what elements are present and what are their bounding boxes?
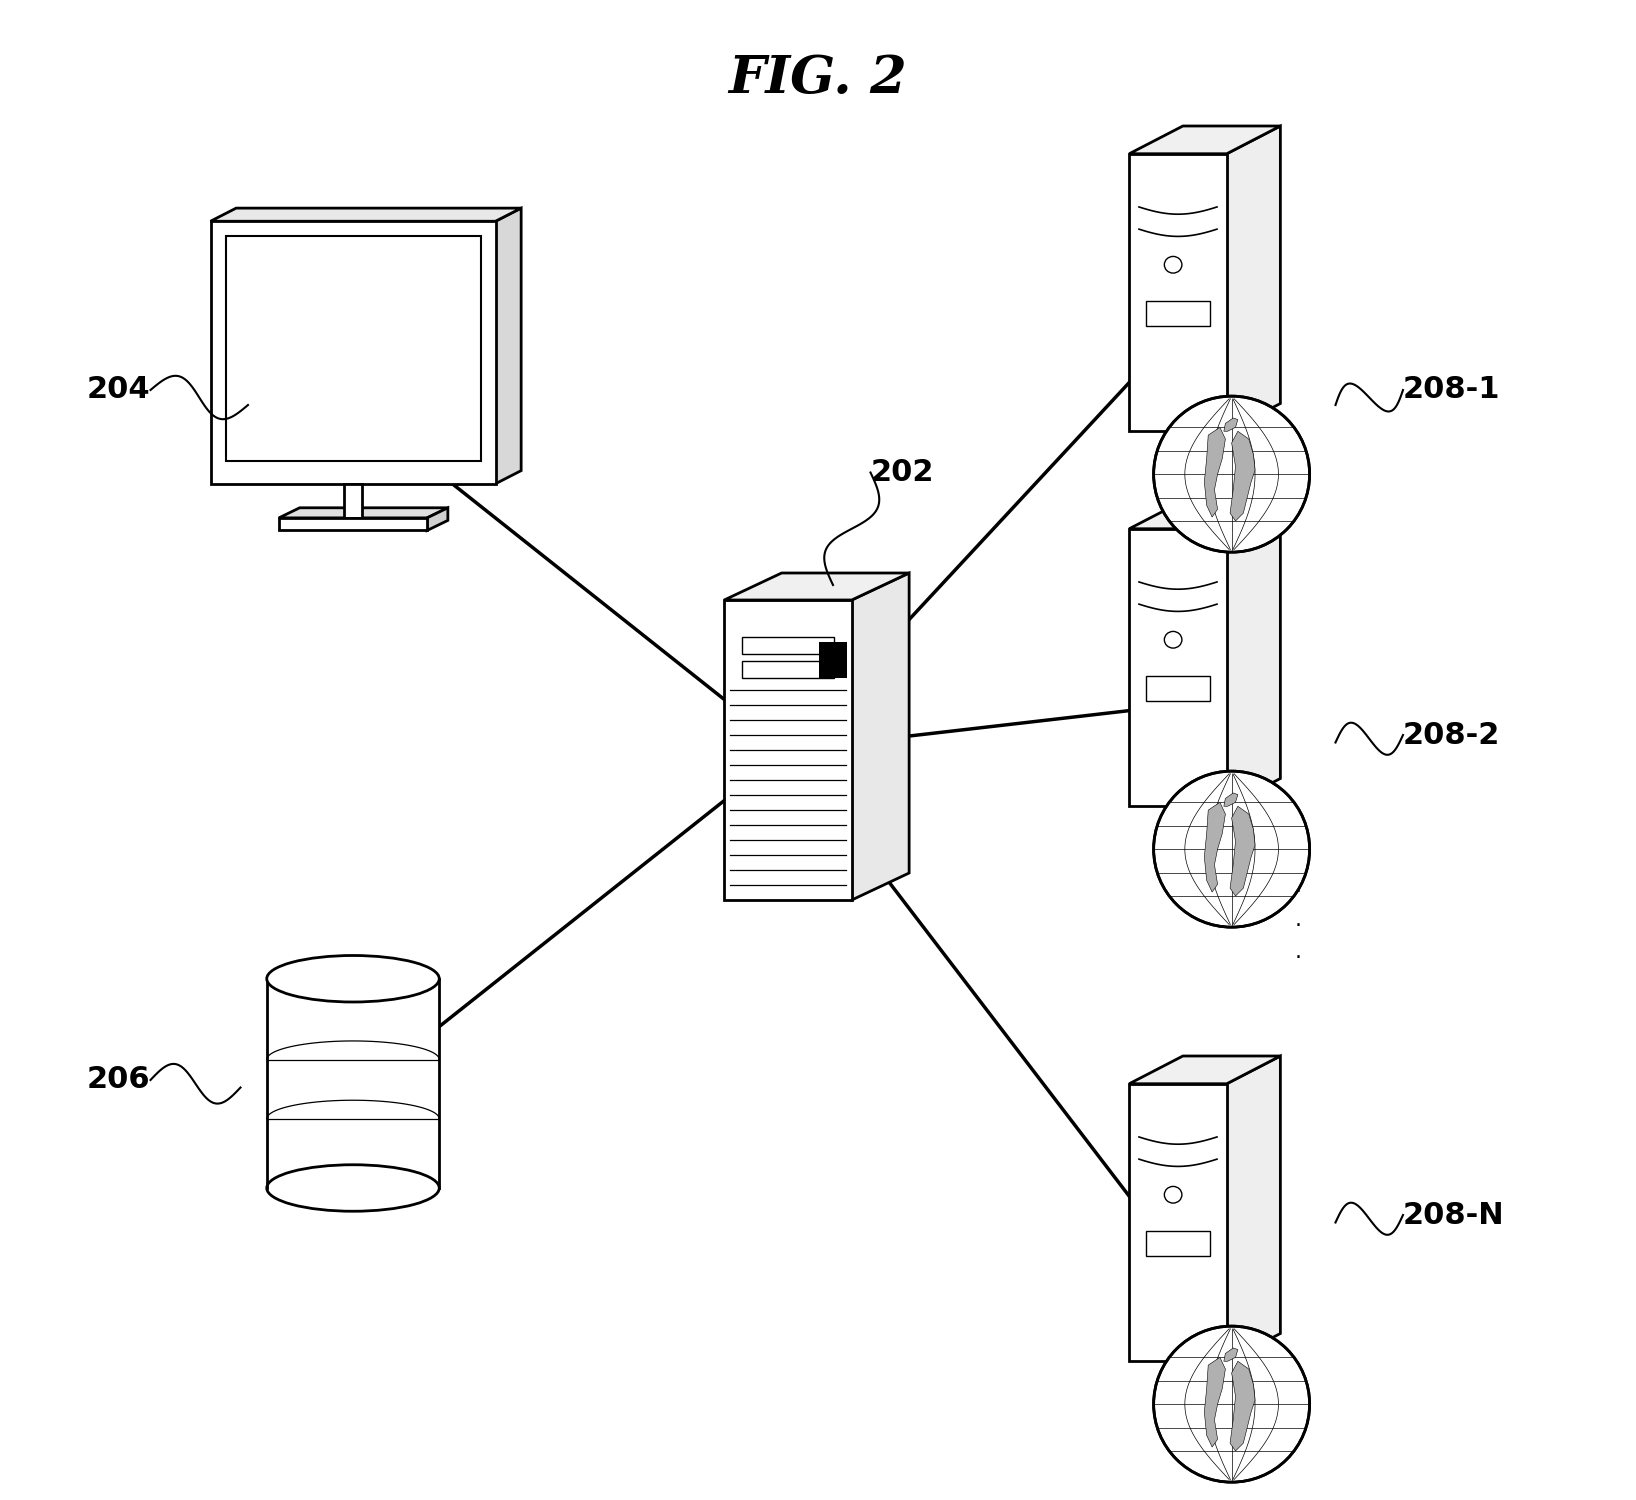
Polygon shape — [1129, 501, 1281, 530]
Polygon shape — [278, 509, 448, 518]
Polygon shape — [1227, 1056, 1281, 1362]
Polygon shape — [211, 222, 496, 483]
Circle shape — [1153, 771, 1310, 927]
Polygon shape — [1230, 807, 1255, 895]
Polygon shape — [725, 600, 852, 900]
Polygon shape — [1230, 432, 1255, 520]
Bar — [820, 642, 847, 678]
Text: 204: 204 — [87, 375, 151, 405]
Polygon shape — [1224, 794, 1238, 807]
Polygon shape — [1129, 1056, 1281, 1083]
Bar — [278, 518, 427, 531]
Ellipse shape — [1165, 256, 1181, 273]
Text: 208-1: 208-1 — [1404, 375, 1500, 405]
Ellipse shape — [267, 956, 438, 1002]
Polygon shape — [1204, 1358, 1225, 1448]
Circle shape — [1153, 1326, 1310, 1482]
Polygon shape — [1224, 419, 1238, 432]
Polygon shape — [1204, 427, 1225, 518]
Polygon shape — [496, 209, 522, 483]
Polygon shape — [1129, 126, 1281, 154]
Bar — [1147, 676, 1209, 700]
Polygon shape — [211, 209, 522, 222]
Polygon shape — [1204, 802, 1225, 892]
Bar — [1147, 302, 1209, 326]
Circle shape — [1153, 396, 1310, 552]
Polygon shape — [852, 573, 910, 900]
Text: 202: 202 — [870, 458, 934, 488]
Polygon shape — [1227, 126, 1281, 432]
Bar — [1147, 1232, 1209, 1256]
Polygon shape — [427, 509, 448, 531]
Bar — [226, 236, 481, 462]
Ellipse shape — [1165, 632, 1181, 648]
Polygon shape — [267, 980, 438, 1188]
Polygon shape — [725, 573, 910, 600]
Bar — [743, 638, 834, 654]
Polygon shape — [1230, 1362, 1255, 1450]
Polygon shape — [1129, 154, 1227, 432]
Polygon shape — [1129, 1083, 1227, 1362]
Polygon shape — [1227, 501, 1281, 807]
Text: 208-N: 208-N — [1404, 1200, 1505, 1230]
Text: .: . — [1294, 909, 1302, 930]
Text: .: . — [1294, 942, 1302, 963]
Text: 208-2: 208-2 — [1404, 720, 1500, 750]
Bar — [743, 662, 834, 678]
Ellipse shape — [267, 1164, 438, 1212]
Polygon shape — [1224, 1348, 1238, 1362]
Text: .: . — [1294, 876, 1302, 897]
Text: 206: 206 — [87, 1065, 151, 1095]
Bar — [344, 483, 362, 518]
Polygon shape — [1129, 530, 1227, 807]
Ellipse shape — [1165, 1186, 1181, 1203]
Text: FIG. 2: FIG. 2 — [728, 53, 908, 104]
